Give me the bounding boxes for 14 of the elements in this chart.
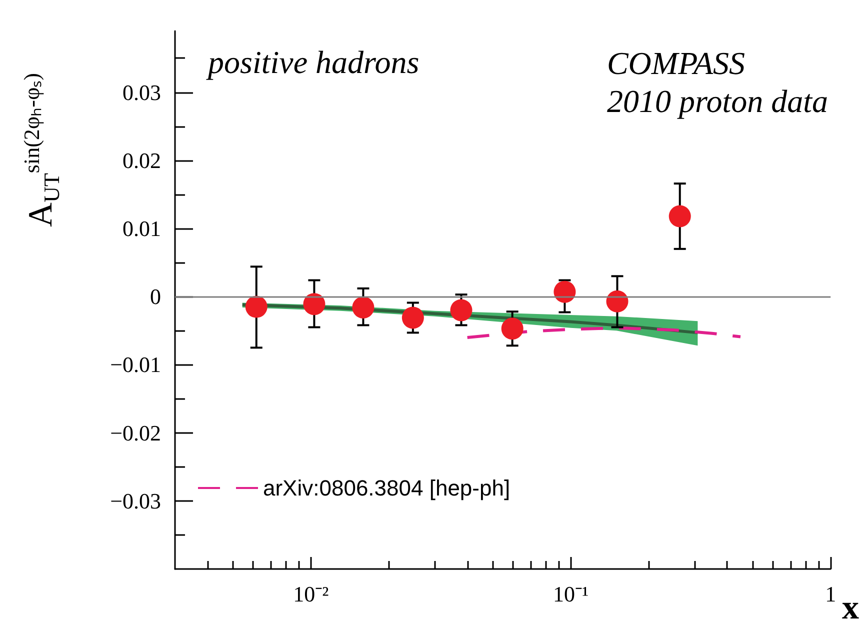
y-tick-label: 0.02 — [122, 148, 161, 173]
x-tick-label: 10⁻¹ — [552, 582, 589, 606]
x-axis-title: x — [842, 590, 859, 626]
y-tick-label: −0.01 — [110, 352, 161, 378]
y-tick-label: 0.01 — [122, 216, 161, 241]
annotation: COMPASS 2010 proton data — [606, 45, 828, 119]
annotation: positive hadrons — [206, 44, 420, 80]
x-tick-label: 1 — [825, 582, 836, 606]
y-tick-label: 0.03 — [122, 80, 161, 105]
y-tick-label: 0 — [150, 284, 161, 310]
x-tick-label: 10⁻² — [293, 582, 330, 606]
legend-label: arXiv:0806.3804 [hep-ph] — [263, 476, 510, 500]
y-tick-label: −0.02 — [110, 420, 161, 446]
y-tick-label: −0.03 — [110, 488, 161, 514]
